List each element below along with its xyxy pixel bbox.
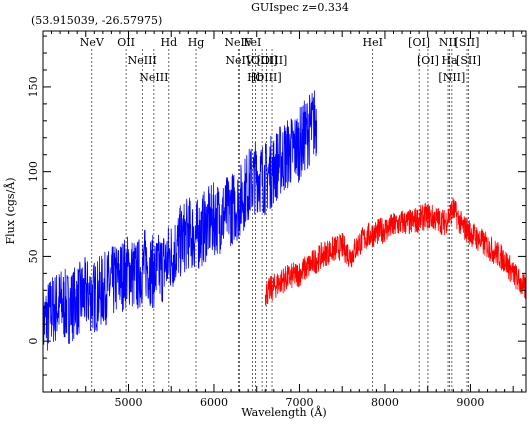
y-tick-label: 0 <box>27 338 40 345</box>
plot-frame <box>42 30 527 393</box>
spectrum-series <box>42 90 527 362</box>
emission-line-label: [NII] <box>438 71 465 84</box>
emission-line-label: [OI] <box>408 36 430 49</box>
emission-line-label: NeIII <box>139 71 168 84</box>
x-tick-label: 5000 <box>114 396 142 409</box>
x-tick-label: 8000 <box>371 396 399 409</box>
chart-title: GUIspec z=0.334 <box>251 1 349 14</box>
blue-spectrum-line <box>42 90 318 362</box>
emission-line-label: [SII] <box>455 36 480 49</box>
emission-line-label: [OIII] <box>247 54 278 67</box>
y-tick-label: 50 <box>27 249 40 263</box>
x-axis-title: Wavelength (Å) <box>241 405 326 419</box>
y-axis-title: Flux (cgs/Å) <box>3 177 17 244</box>
emission-line-label: NeIV <box>225 54 254 67</box>
emission-line-label: OII <box>117 36 135 49</box>
emission-line-label: HeI <box>362 36 382 49</box>
y-tick-label: 100 <box>27 161 40 182</box>
emission-line-label: [OIII] <box>251 71 282 84</box>
emission-line-label: Hg <box>188 36 205 49</box>
emission-line-label: Hd <box>161 36 178 49</box>
emission-line-label: Ha <box>441 54 458 67</box>
emission-line-label: [SII] <box>456 54 481 67</box>
emission-line-label: [OIII] <box>257 54 288 67</box>
emission-line-label: [OI] <box>417 54 439 67</box>
x-tick-label: 7000 <box>285 396 313 409</box>
x-tick-label: 9000 <box>456 396 484 409</box>
emission-line-label: NeV <box>80 36 105 49</box>
y-tick-label: 150 <box>27 76 40 97</box>
red-spectrum-line <box>264 197 527 306</box>
emission-line-label: NII <box>439 36 457 49</box>
axis-ticks: 5000 6000 7000 8000 9000 0 50 100 150 <box>27 31 526 409</box>
coordinates-label: (53.915039, -26.57975) <box>31 14 162 27</box>
emission-line-label: FeI <box>243 36 261 49</box>
emission-line-label: NeIV <box>224 36 253 49</box>
x-tick-label: 6000 <box>200 396 228 409</box>
emission-line-label: Hb <box>247 71 264 84</box>
emission-line-label: NeIII <box>128 54 157 67</box>
